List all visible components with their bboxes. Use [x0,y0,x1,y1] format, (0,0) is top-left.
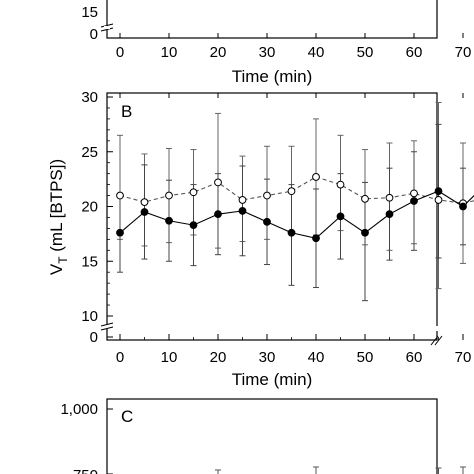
panel-a-x-tick-label: 30 [259,44,276,61]
panel-b-y-tick-label: 30 [81,89,98,106]
panel-b-point-filled [116,228,124,237]
panel-b-letter: B [121,102,132,121]
panel-b-point-open [140,198,149,207]
panel-b-point-open [116,191,124,200]
panel-b-point-filled [410,197,418,205]
panel-b-x-axis-break [430,335,443,346]
panel-b-y-axis-label-subscript: T [56,256,70,264]
panel-a-y-tick-label: 15 [81,4,98,21]
panel-b-x-tick-label: 0 [116,349,124,366]
panel-a-y-tick-label: 0 [90,26,98,43]
panel-b-y-axis-label: VT (mL [BTPS]) [47,159,70,275]
panel-b-series-line-open [119,176,474,204]
panel-a-x-axis-label: Time (min) [232,67,313,86]
panel-b-y-tick-label: 25 [81,144,98,161]
panel-c: C 1,000 750 [60,398,466,474]
panel-b-point-filled [287,228,296,237]
panel-b-point-filled [165,216,173,225]
panel-a-x-tick-label: 10 [161,44,178,61]
panel-c-frame [106,398,438,474]
panel-b-axis-break [100,322,114,331]
panel-b-point-open [287,187,296,196]
panel-b-point-open [214,178,222,187]
panel-b-point-open [263,191,271,200]
panel-b-point-filled [336,212,345,221]
panel-a-x-tick-label: 0 [116,44,124,61]
panel-c-y-tick-label: 750 [73,467,98,474]
panel-b-y-axis-label-symbol: V [47,263,66,275]
panel-b: B 30 25 20 15 10 0 0 10 20 30 40 50 60 70 Time (min)… [47,89,474,389]
panel-b-point-filled [263,217,271,226]
panel-a-x-tick-label: 70 [455,44,472,61]
panel-b-point-filled [385,210,394,219]
panel-b-y-tick-label: 20 [81,199,98,216]
panel-b-point-open [385,193,394,202]
panel-b-x-tick-label: 20 [210,349,227,366]
panel-a-frame [106,0,438,39]
panel-b-x-tick-label: 70 [455,349,472,366]
panel-a: 15 0 0 10 20 30 40 50 60 70 Time (min) [81,0,471,86]
panel-b-frame [106,92,438,341]
panel-b-point-filled [434,187,443,196]
panel-b-y-tick-label: 10 [81,308,98,325]
panel-b-point-filled [140,208,149,216]
panel-a-axis-break [100,23,114,32]
panel-a-x-tick-label: 40 [308,44,325,61]
panel-c-y-tick-label: 1,000 [60,401,98,418]
panel-b-x-tick-label: 30 [259,349,276,366]
panel-b-point-open [312,173,320,181]
panel-b-x-tick-label: 40 [308,349,325,366]
panel-b-point-open [434,196,443,204]
panel-a-x-tick-label: 50 [357,44,374,61]
panel-b-y-tick-label: 0 [90,329,98,346]
panel-b-point-filled [361,228,369,237]
panel-b-point-filled [238,206,247,215]
panel-b-axis-break-gap [102,324,112,329]
panel-b-point-filled [189,221,198,230]
panel-b-x-axis-break-gap [432,326,442,331]
panel-b-point-open [361,194,369,203]
panel-b-point-open [189,188,198,197]
panel-b-y-axis-label-unit: (mL [BTPS]) [47,159,66,257]
panel-b-point-filled [312,234,320,243]
panel-b-x-tick-label: 50 [357,349,374,366]
panel-b-point-open [165,191,173,200]
panel-b-point-filled [214,210,222,219]
panel-b-x-tick-label: 10 [161,349,178,366]
panel-b-point-filled [459,202,467,211]
panel-a-axis-break-gap [104,26,110,29]
panel-a-x-tick-label: 20 [210,44,227,61]
panel-b-x-axis-label: Time (min) [232,370,313,389]
panel-b-point-open [336,180,345,189]
panel-b-point-open [410,189,418,198]
panel-b-x-tick-label: 60 [406,349,423,366]
panel-c-letter: C [121,407,133,426]
panel-b-series-line-filled [119,190,474,239]
panel-a-x-tick-label: 60 [406,44,423,61]
panel-b-y-tick-label: 15 [81,253,98,270]
panel-b-point-open [238,196,247,204]
